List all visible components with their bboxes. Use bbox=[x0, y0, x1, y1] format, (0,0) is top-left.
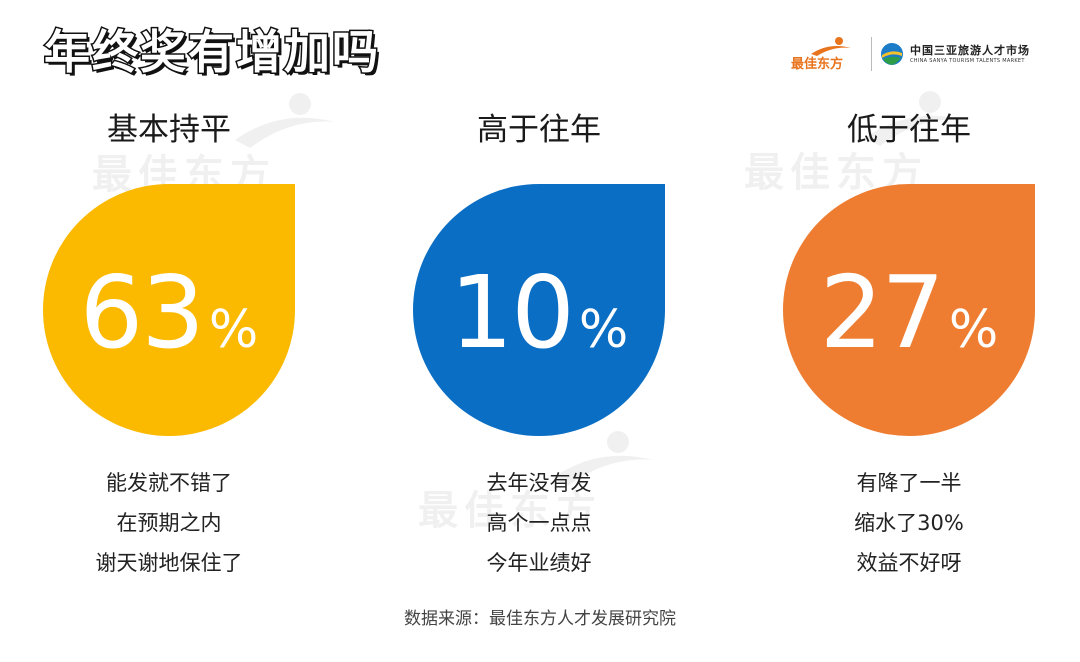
percent-sign: % bbox=[578, 300, 629, 360]
reason-item: 缩水了30% bbox=[854, 511, 964, 535]
partner-name-en: CHINA SANYA TOURISM TALENTS MARKET bbox=[910, 57, 1025, 64]
drop-shape bbox=[783, 184, 1035, 436]
reasons-list: 去年没有发 高个一点点 今年业绩好 bbox=[389, 463, 689, 583]
percentage-number: 10 bbox=[449, 254, 575, 371]
watermark-swoosh-icon bbox=[553, 431, 653, 486]
percentage-value: 10% bbox=[389, 254, 689, 371]
stat-drop: 10% bbox=[389, 184, 689, 439]
watermark-swoosh-icon bbox=[865, 91, 965, 146]
reason-item: 高个一点点 bbox=[486, 511, 592, 535]
partner-name-cn: 中国三亚旅游人才市场 bbox=[910, 43, 1030, 57]
percentage-number: 63 bbox=[79, 254, 205, 371]
reason-item: 今年业绩好 bbox=[486, 551, 592, 575]
percentage-value: 63% bbox=[19, 254, 319, 371]
reasons-list: 能发就不错了 在预期之内 谢天谢地保住了 bbox=[19, 463, 319, 583]
stat-drop: 63% bbox=[19, 184, 319, 439]
reason-item: 谢天谢地保住了 bbox=[95, 551, 243, 575]
brand-name: 最佳东方 bbox=[791, 57, 844, 72]
stat-column-flat: 基本持平 63% 能发就不错了 在预期之内 谢天谢地保住了 bbox=[19, 108, 319, 583]
reason-item: 有降了一半 bbox=[856, 471, 962, 495]
watermark-text: 最佳东方 bbox=[418, 488, 602, 534]
partner-globe-icon bbox=[881, 43, 903, 65]
logo-divider bbox=[871, 37, 872, 71]
reason-item: 去年没有发 bbox=[486, 471, 592, 495]
brand-swoosh-icon bbox=[811, 37, 851, 56]
reasons-list: 有降了一半 缩水了30% 效益不好呀 bbox=[759, 463, 1059, 583]
category-label: 低于往年 bbox=[847, 112, 971, 148]
reason-item: 能发就不错了 bbox=[106, 471, 232, 495]
reason-item: 效益不好呀 bbox=[856, 551, 962, 575]
drop-shape bbox=[43, 184, 295, 436]
stat-drop: 27% bbox=[759, 184, 1059, 439]
reason-item: 在预期之内 bbox=[116, 511, 222, 535]
percent-sign: % bbox=[208, 300, 259, 360]
data-source: 数据来源：最佳东方人才发展研究院 bbox=[404, 609, 676, 629]
percentage-number: 27 bbox=[819, 254, 945, 371]
category-label: 高于往年 bbox=[477, 112, 601, 148]
watermark-swoosh-icon bbox=[235, 93, 335, 148]
brand-logo: 最佳东方 bbox=[791, 36, 861, 72]
drop-shape bbox=[413, 184, 665, 436]
percentage-value: 27% bbox=[759, 254, 1059, 371]
partner-logo: 中国三亚旅游人才市场 CHINA SANYA TOURISM TALENTS M… bbox=[880, 42, 1030, 66]
stat-column-lower: 低于往年 27% 有降了一半 缩水了30% 效益不好呀 bbox=[759, 108, 1059, 583]
stat-column-higher: 高于往年 10% 去年没有发 高个一点点 今年业绩好 bbox=[389, 108, 689, 583]
percent-sign: % bbox=[948, 300, 999, 360]
page-title: 年终奖有增加吗 bbox=[43, 24, 380, 81]
logo-area: 最佳东方 中国三亚旅游人才市场 CHINA SANYA TOURISM TALE… bbox=[791, 34, 1030, 74]
category-label: 基本持平 bbox=[107, 112, 231, 148]
